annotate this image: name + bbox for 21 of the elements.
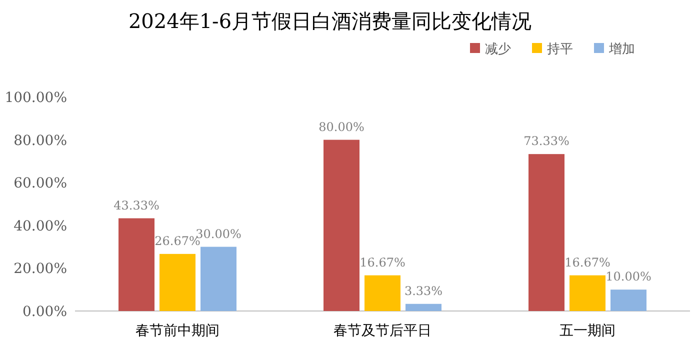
ytick: 60.00%: [14, 176, 67, 192]
data-label: 10.00%: [606, 270, 652, 284]
data-label: 26.67%: [154, 234, 200, 248]
xtick: 春节前中期间: [136, 323, 220, 339]
data-label: 16.67%: [360, 255, 406, 270]
title: 2024年1-6月节假日白酒消费量同比变化情况: [128, 9, 532, 33]
ytick: 100.00%: [4, 90, 67, 106]
legend-label: 增加: [609, 42, 635, 57]
ytick: 20.00%: [14, 261, 67, 278]
ytick: 80.00%: [14, 132, 67, 149]
data-label: 16.67%: [564, 255, 610, 270]
data-label: 80.00%: [318, 120, 364, 134]
xtick: 五一期间: [560, 323, 616, 339]
ytick: 40.00%: [14, 218, 67, 234]
legend-label: 持平: [547, 42, 573, 57]
data-label: 43.33%: [114, 198, 160, 212]
ytick: 0.00%: [22, 304, 67, 320]
legend-label: 减少: [485, 42, 511, 57]
xtick: 春节及节后平日: [334, 323, 432, 339]
data-label: 3.33%: [404, 284, 443, 298]
data-label: 73.33%: [524, 134, 570, 148]
